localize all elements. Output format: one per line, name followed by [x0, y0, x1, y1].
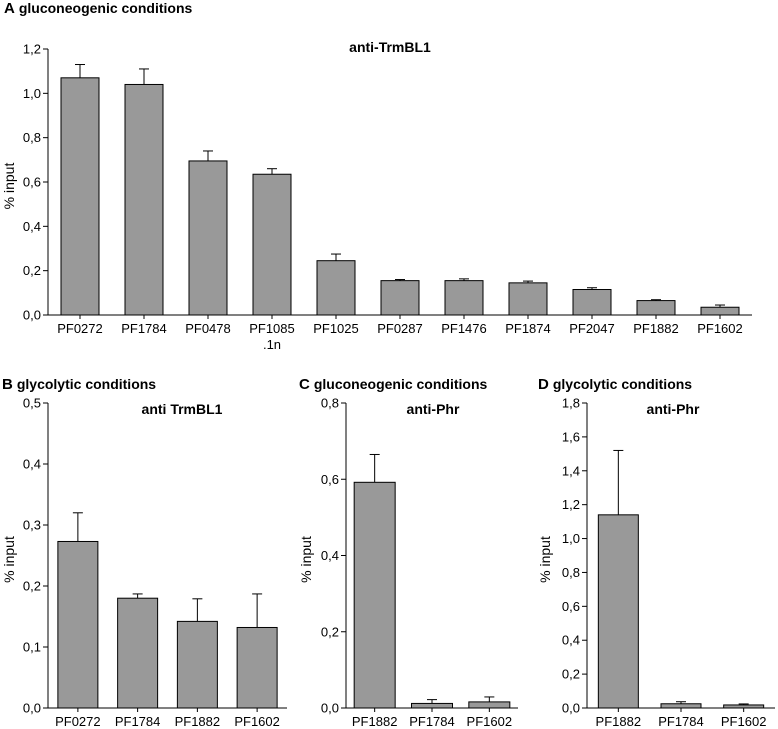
panel-a-bar-pf2047: [572, 289, 612, 316]
panel-a-bar-pf0272: [60, 77, 100, 316]
panel-c-y-tick-label: 0,2: [321, 624, 339, 639]
panel-a-x-tick-label: PF1476: [441, 321, 487, 336]
panel-b-y-axis-label: % input: [1, 536, 17, 583]
panel-d-y-tick-label: 1,6: [562, 429, 580, 444]
panel-a-chart-title: anti-TrmBL1: [349, 39, 431, 55]
panel-c-bar-pf1882: [353, 481, 396, 709]
panel-d-y-tick-label: 1,8: [562, 396, 580, 411]
panel-d-x-tick-label: PF1882: [596, 714, 642, 729]
panel-b-x-tick-label: PF0272: [55, 714, 101, 729]
panel-a-y-tick-label: 0,8: [23, 130, 41, 145]
panel-d-chart-title: anti-Phr: [647, 401, 700, 417]
panel-c-chart-title: anti-Phr: [407, 401, 460, 417]
panel-b-x-tick-label: PF1602: [234, 714, 280, 729]
panel-a-x-tick-label: PF1025: [313, 321, 359, 336]
panel-a-x-tick-label: PF0478: [185, 321, 231, 336]
panel-d-letter: D: [538, 376, 549, 393]
panel-b-y-tick-label: 0,0: [23, 701, 41, 716]
panel-b-bar-pf1602: [236, 626, 278, 709]
panel-c-bar-pf1784: [411, 702, 453, 709]
panel-a-bar-pf0287: [380, 280, 420, 316]
panel-a-y-tick-label: 1,2: [23, 42, 41, 57]
panel-d-condition: glycolytic conditions: [552, 376, 693, 392]
panel-d-x-tick-label: PF1784: [658, 714, 704, 729]
panel-d-y-tick-label: 0,6: [562, 599, 580, 614]
panel-b-bar-pf1784: [117, 597, 159, 709]
panel-c-bar-pf1602: [468, 701, 511, 709]
panel-c-x-tick-label: PF1784: [409, 714, 455, 729]
panel-c-x-tick-label: PF1602: [467, 714, 513, 729]
panel-d-y-tick-label: 0,2: [562, 667, 580, 682]
panel-a-y-tick-label: 1,0: [23, 86, 41, 101]
panel-a-bar-pf0478: [188, 160, 228, 316]
panel-c-y-tick-label: 0,4: [321, 548, 339, 563]
panel-a-y-axis-label: % input: [1, 163, 17, 210]
panel-c-letter: C: [299, 376, 310, 393]
panel-a-x-tick-label: PF1602: [697, 321, 743, 336]
panel-a-x-tick-label: PF0272: [57, 321, 103, 336]
panel-d-x-tick-label: PF1602: [721, 714, 767, 729]
panel-a-bar-pf1874: [508, 282, 548, 316]
panel-a-bar-pf1602: [700, 306, 740, 316]
panel-c-x-tick-label: PF1882: [352, 714, 398, 729]
panel-a-letter: A: [4, 0, 15, 17]
panel-b-bar-pf1882: [176, 620, 218, 709]
panel-a-bar-pf10851n: [252, 173, 292, 316]
panel-b-y-tick-label: 0,5: [23, 396, 41, 411]
panel-d-y-tick-label: 0,4: [562, 633, 580, 648]
panel-a-x-tick-label: PF1085: [249, 321, 295, 336]
panel-d-y-tick-label: 1,2: [562, 497, 580, 512]
panel-a-bar-pf1784: [124, 83, 164, 316]
panel-d-y-tick-label: 1,4: [562, 463, 580, 478]
panel-a-condition: gluconeogenic conditions: [18, 0, 193, 16]
panel-d-y-axis-label: % input: [537, 536, 553, 583]
panel-b-y-tick-label: 0,1: [23, 640, 41, 655]
panel-a-x-tick-label: PF2047: [569, 321, 615, 336]
panel-a-y-tick-label: 0,6: [23, 175, 41, 190]
panel-a-x-tick-label: PF1882: [633, 321, 679, 336]
panel-d-bar-pf1882: [597, 514, 639, 709]
panel-c-condition: gluconeogenic conditions: [313, 376, 488, 392]
panel-a-y-tick-label: 0,0: [23, 308, 41, 323]
panel-d-y-tick-label: 0,8: [562, 565, 580, 580]
panel-a-x-tick-label: PF1784: [121, 321, 167, 336]
panel-b-y-tick-label: 0,3: [23, 518, 41, 533]
panel-a-x-tick-label: PF0287: [377, 321, 423, 336]
panel-c-y-tick-label: 0,0: [321, 701, 339, 716]
panel-b-x-tick-label: PF1882: [175, 714, 221, 729]
panel-b-letter: B: [2, 376, 13, 393]
panel-a-y-tick-label: 0,4: [23, 219, 41, 234]
panel-d-bar-pf1602: [723, 704, 765, 709]
panel-a-bar-pf1025: [316, 260, 356, 316]
panel-a-bar-pf1476: [444, 280, 484, 316]
panel-c-y-tick-label: 0,8: [321, 396, 339, 411]
panel-c-y-tick-label: 0,6: [321, 472, 339, 487]
panel-a-y-tick-label: 0,2: [23, 263, 41, 278]
panel-b-condition: glycolytic conditions: [16, 376, 157, 392]
panel-d-y-tick-label: 1,0: [562, 531, 580, 546]
panel-d-y-tick-label: 0,0: [562, 701, 580, 716]
panel-b-y-tick-label: 0,4: [23, 457, 41, 472]
panel-c-y-axis-label: % input: [298, 536, 314, 583]
panel-b-bar-pf0272: [57, 540, 99, 709]
panel-a-bar-pf1882: [636, 300, 676, 316]
panel-b-x-tick-label: PF1784: [115, 714, 161, 729]
panel-a-x-tick-label: .1n: [263, 337, 281, 352]
panel-b-y-tick-label: 0,2: [23, 579, 41, 594]
panel-b-chart-title: anti TrmBL1: [142, 401, 223, 417]
panel-a-x-tick-label: PF1874: [505, 321, 551, 336]
panel-d-bar-pf1784: [660, 703, 702, 709]
